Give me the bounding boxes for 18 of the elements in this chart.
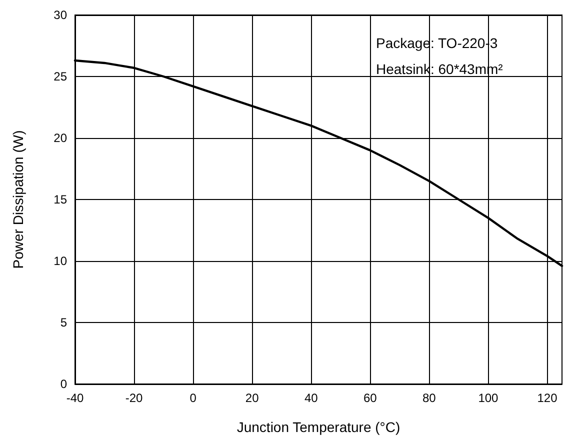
y-tick-label: 15	[54, 192, 68, 206]
x-tick-label: 60	[363, 391, 378, 405]
x-tick-label: 120	[537, 391, 558, 405]
y-tick-label: 25	[54, 70, 68, 84]
y-tick-label: 5	[60, 316, 68, 330]
y-tick-label: 10	[54, 254, 68, 268]
x-tick-label: 80	[422, 391, 436, 405]
y-tick-label: 20	[54, 131, 68, 145]
y-tick-label: 30	[54, 8, 68, 22]
x-tick-label: 40	[304, 391, 318, 405]
x-tick-label: 20	[245, 391, 260, 405]
y-axis-title: Power Dissipation (W)	[10, 130, 26, 269]
x-tick-label: 100	[478, 391, 499, 405]
x-tick-label: -20	[125, 391, 144, 405]
x-tick-label: 0	[190, 391, 197, 405]
x-axis-title: Junction Temperature (°C)	[236, 419, 400, 435]
x-tick-label: -40	[66, 391, 84, 405]
y-tick-label: 0	[60, 377, 68, 391]
